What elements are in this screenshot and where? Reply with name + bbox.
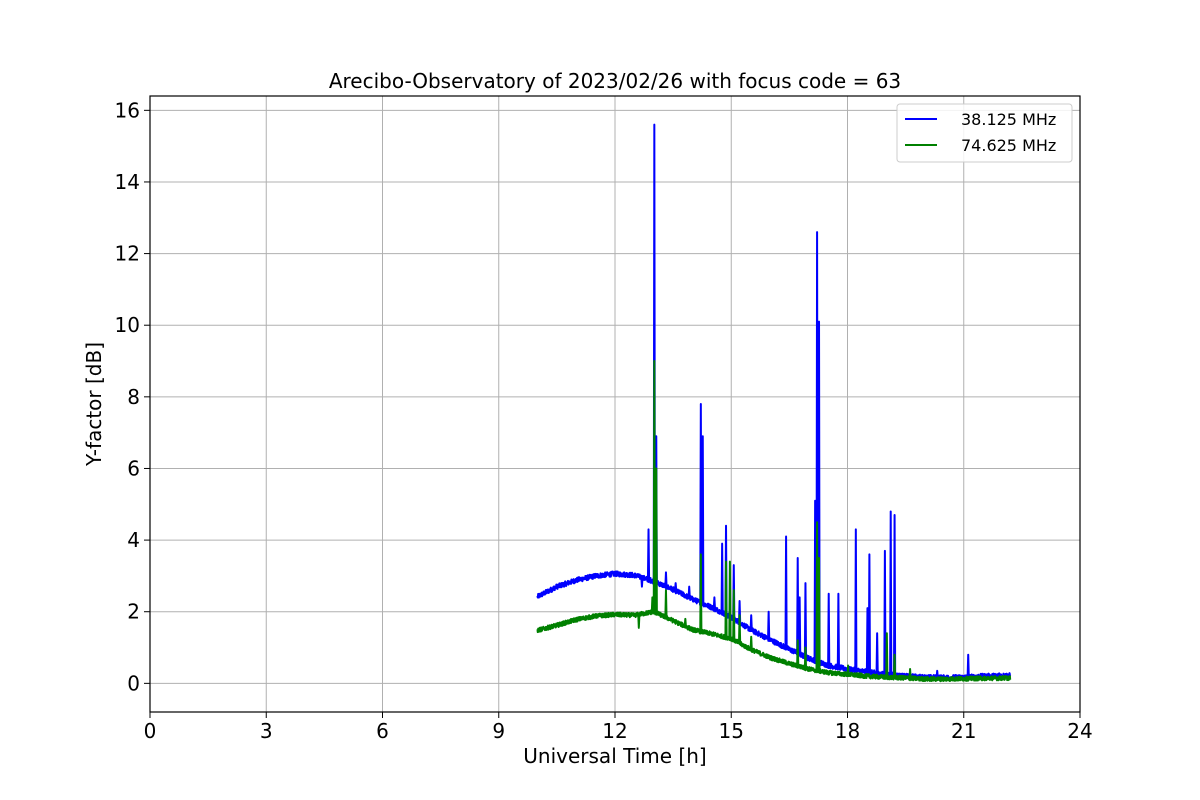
series-line [536, 360, 1012, 683]
x-tick-label: 9 [492, 719, 505, 743]
y-tick-label: 14 [115, 170, 140, 194]
y-tick-label: 12 [115, 242, 140, 266]
legend-label: 38.125 MHz [961, 110, 1056, 129]
x-tick-label: 15 [719, 719, 744, 743]
x-axis-label: Universal Time [h] [523, 744, 706, 768]
x-tick-label: 0 [144, 719, 157, 743]
y-tick-label: 6 [127, 456, 140, 480]
chart-title: Arecibo-Observatory of 2023/02/26 with f… [329, 69, 901, 93]
x-tick-label: 18 [835, 719, 860, 743]
y-tick-label: 0 [127, 671, 140, 695]
series-line [536, 123, 1012, 681]
legend: 38.125 MHz 74.625 MHz [896, 103, 1073, 163]
x-tick-label: 6 [376, 719, 389, 743]
legend-box [896, 103, 1073, 163]
y-tick-label: 8 [127, 385, 140, 409]
x-tick-label: 24 [1067, 719, 1092, 743]
y-axis-label: Y-factor [dB] [82, 342, 106, 467]
x-tick-label: 12 [602, 719, 627, 743]
y-tick-label: 16 [115, 98, 140, 122]
x-tick-label: 21 [951, 719, 976, 743]
x-tick-label: 3 [260, 719, 273, 743]
y-tick-label: 4 [127, 528, 140, 552]
y-tick-label: 2 [127, 600, 140, 624]
plot-series [536, 123, 1012, 683]
y-tick-label: 10 [115, 313, 140, 337]
legend-label: 74.625 MHz [961, 136, 1056, 155]
